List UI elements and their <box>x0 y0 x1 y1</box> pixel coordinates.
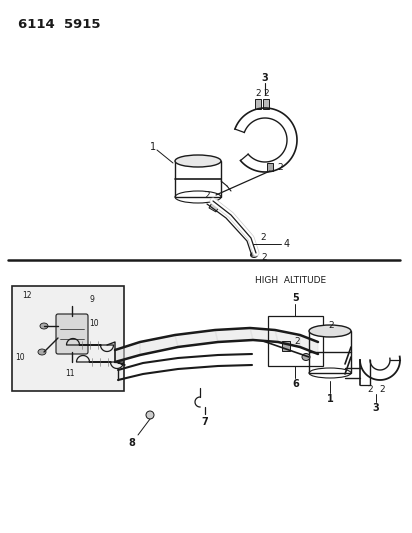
Polygon shape <box>300 335 318 354</box>
Text: 7: 7 <box>201 417 208 427</box>
Text: 1: 1 <box>150 142 156 152</box>
Text: 2: 2 <box>277 163 283 172</box>
Bar <box>209 201 220 212</box>
Bar <box>255 99 261 109</box>
Ellipse shape <box>302 353 310 360</box>
Text: 12: 12 <box>22 292 31 301</box>
Text: HIGH  ALTITUDE: HIGH ALTITUDE <box>255 276 326 285</box>
Ellipse shape <box>250 253 258 257</box>
Bar <box>268 316 323 366</box>
Text: 3: 3 <box>262 73 268 83</box>
Text: 4: 4 <box>284 239 290 249</box>
Bar <box>267 163 273 171</box>
Circle shape <box>146 411 154 419</box>
Text: 2: 2 <box>367 385 373 394</box>
Polygon shape <box>115 342 140 362</box>
Text: 11: 11 <box>65 369 75 378</box>
Polygon shape <box>250 328 278 342</box>
Polygon shape <box>275 330 300 347</box>
Text: 10: 10 <box>89 319 99 328</box>
Text: 10: 10 <box>15 353 25 362</box>
FancyBboxPatch shape <box>56 314 88 354</box>
Ellipse shape <box>38 349 46 355</box>
Text: 8: 8 <box>129 438 136 448</box>
Text: 2: 2 <box>379 385 385 394</box>
Text: 2: 2 <box>260 233 266 243</box>
Text: 2: 2 <box>261 253 267 262</box>
Ellipse shape <box>309 325 351 337</box>
Bar <box>263 99 269 109</box>
Text: 9: 9 <box>89 295 94 304</box>
Polygon shape <box>140 335 178 355</box>
Text: 2: 2 <box>263 88 269 98</box>
Text: 2: 2 <box>204 190 210 199</box>
Text: 3: 3 <box>372 403 379 413</box>
Text: 5: 5 <box>292 293 299 303</box>
Ellipse shape <box>175 155 221 167</box>
Bar <box>12 286 124 391</box>
Ellipse shape <box>40 323 48 329</box>
Text: 6: 6 <box>292 379 299 389</box>
Text: 2: 2 <box>294 337 300 346</box>
Text: 2: 2 <box>328 321 334 330</box>
Bar <box>282 341 290 351</box>
Text: 1: 1 <box>327 394 333 404</box>
Polygon shape <box>215 328 253 342</box>
Text: 2: 2 <box>255 88 261 98</box>
Text: 6114  5915: 6114 5915 <box>18 18 101 31</box>
Polygon shape <box>175 330 218 347</box>
